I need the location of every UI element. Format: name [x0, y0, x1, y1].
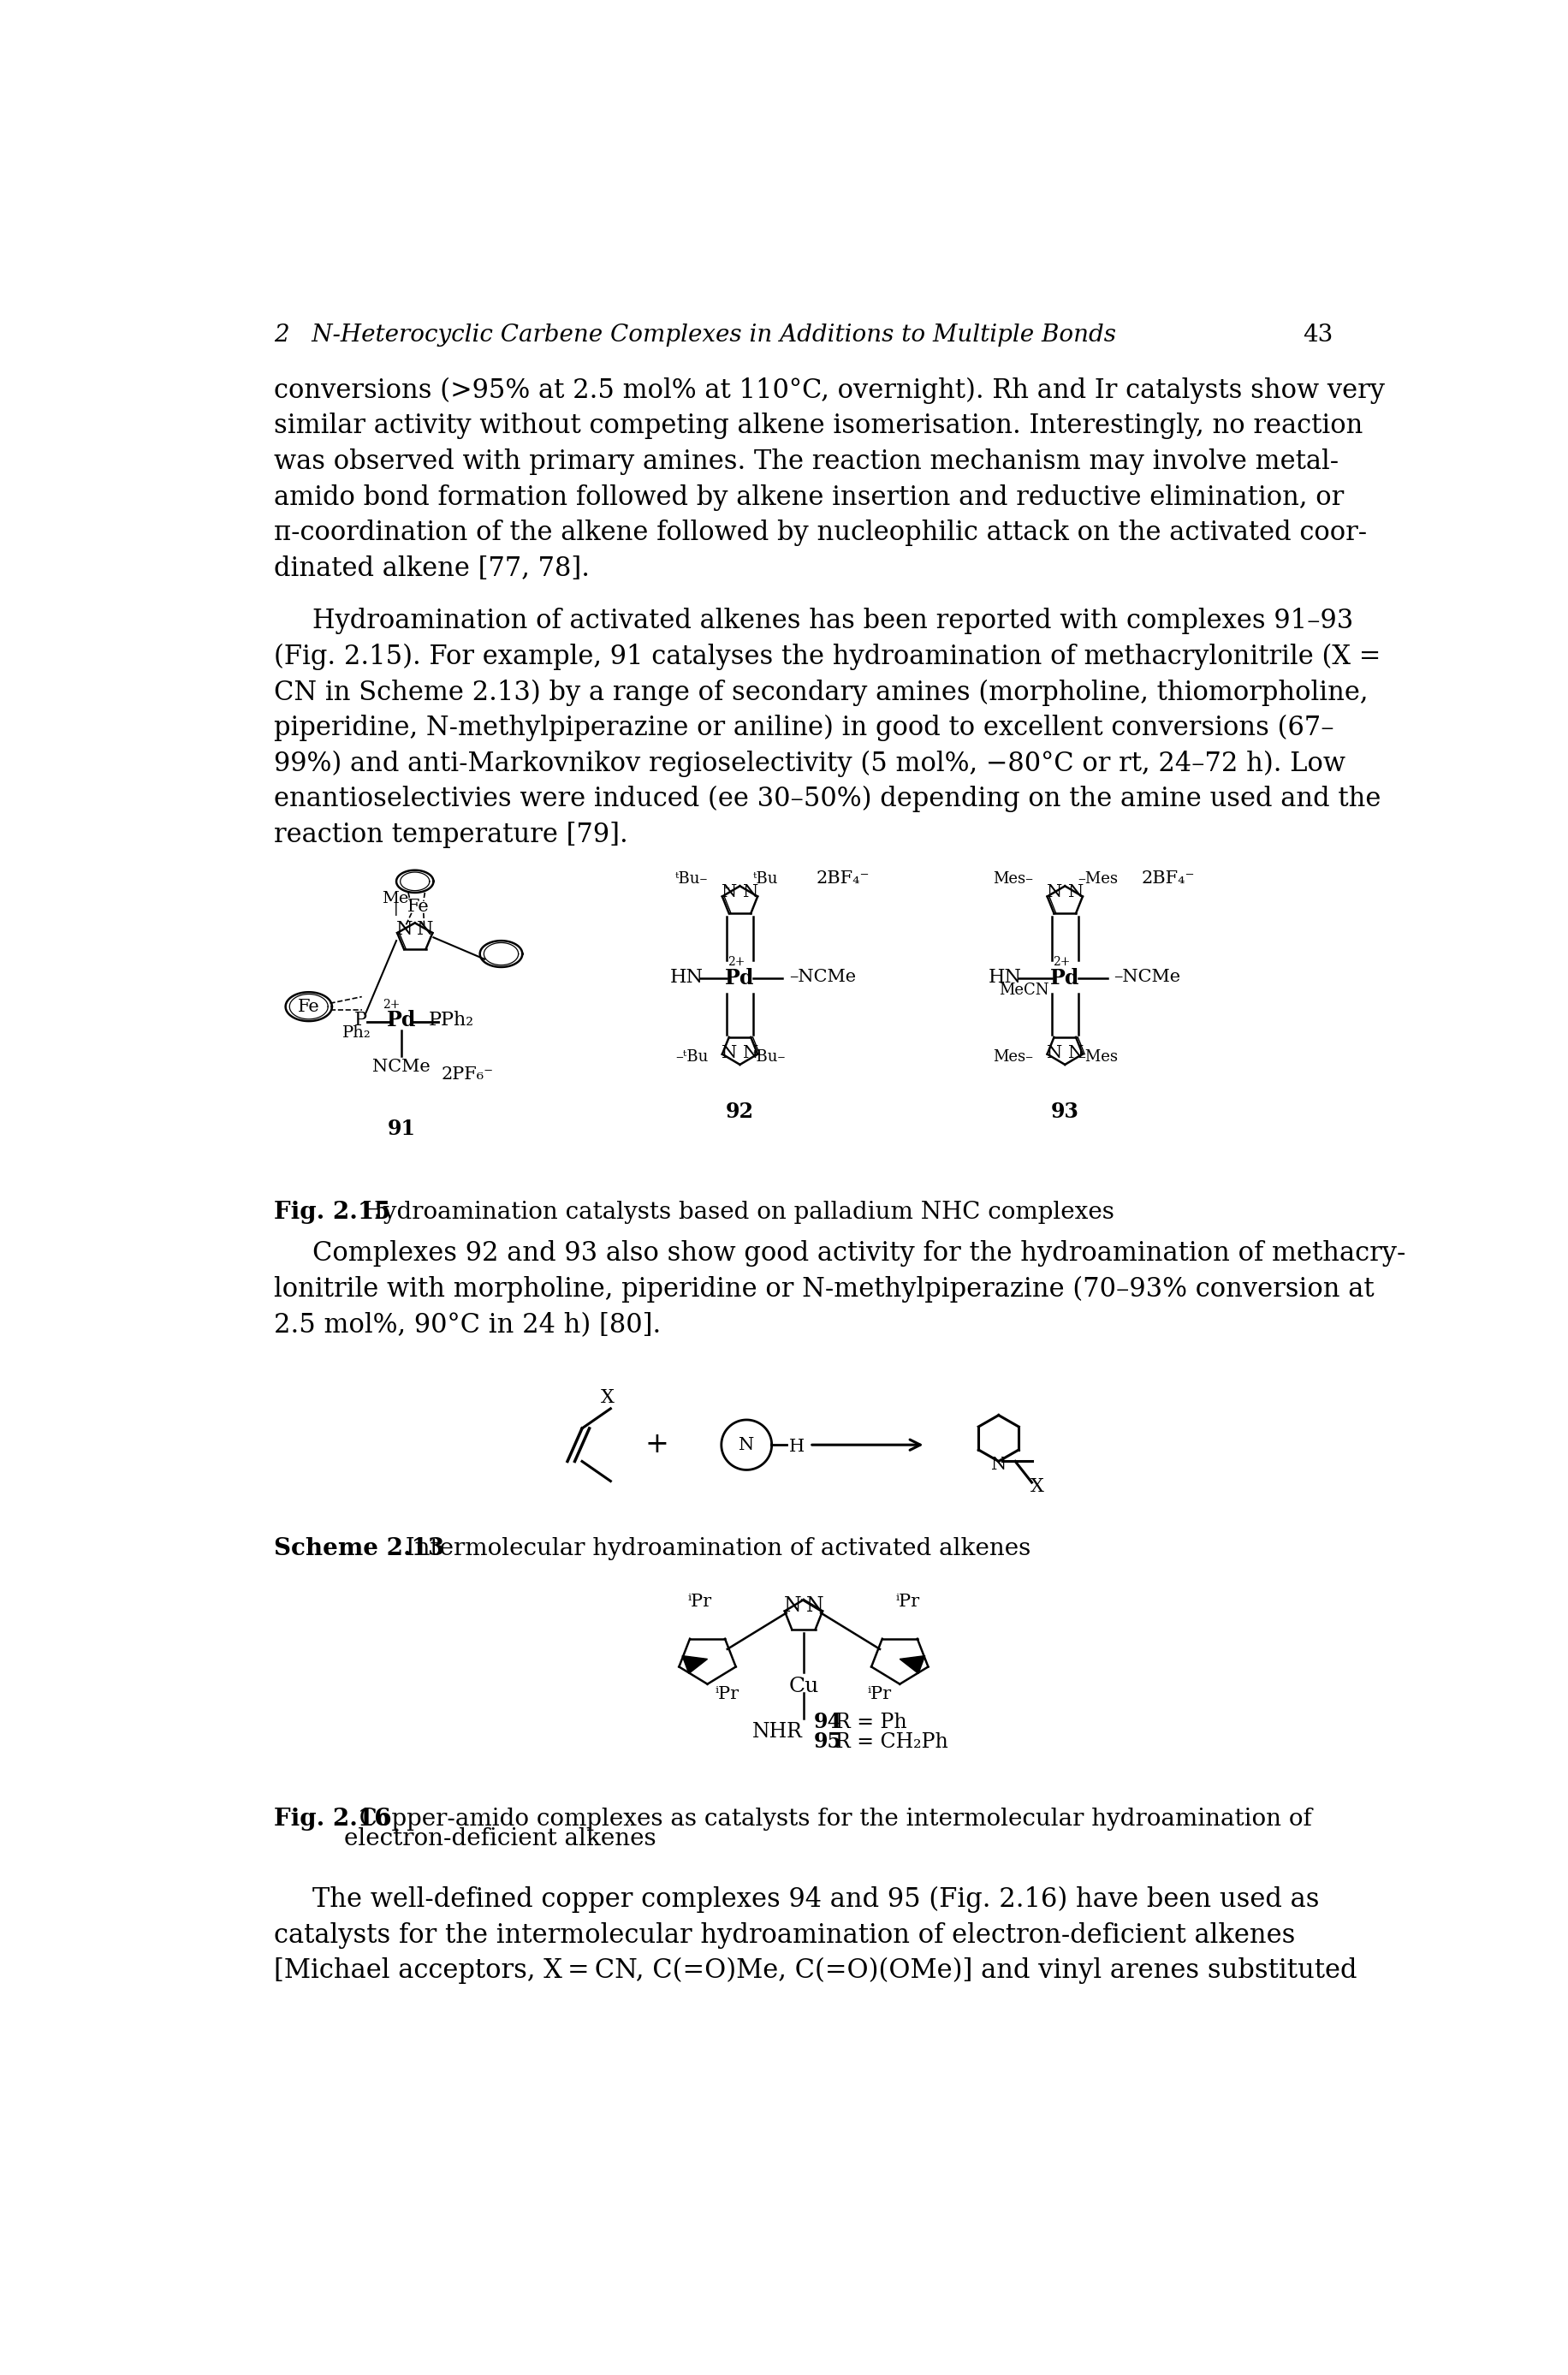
- Text: ⁱPr: ⁱPr: [687, 1594, 712, 1610]
- Text: CN in Scheme 2.13) by a range of secondary amines (morpholine, thiomorpholine,: CN in Scheme 2.13) by a range of seconda…: [274, 679, 1369, 705]
- Text: N: N: [1068, 884, 1083, 900]
- Text: N: N: [397, 919, 414, 938]
- Text: |: |: [394, 900, 398, 917]
- Text: was observed with primary amines. The reaction mechanism may involve metal-: was observed with primary amines. The re…: [274, 449, 1339, 475]
- Text: N: N: [721, 884, 737, 900]
- Text: N: N: [1046, 884, 1062, 900]
- Text: X: X: [601, 1387, 615, 1406]
- Text: HN: HN: [988, 967, 1022, 986]
- Text: Fig. 2.15: Fig. 2.15: [274, 1202, 390, 1223]
- Text: Pd: Pd: [387, 1009, 417, 1031]
- Text: Mes–: Mes–: [993, 872, 1033, 886]
- Text: –Mes: –Mes: [1079, 872, 1118, 886]
- Text: NHR: NHR: [753, 1722, 803, 1741]
- Text: 95: 95: [814, 1731, 842, 1753]
- Text: 2.5 mol%, 90°C in 24 h) [80].: 2.5 mol%, 90°C in 24 h) [80].: [274, 1311, 662, 1337]
- Text: –Mes: –Mes: [1079, 1050, 1118, 1064]
- Text: Pd: Pd: [726, 969, 754, 988]
- Text: –NCMe: –NCMe: [789, 969, 856, 986]
- Text: enantioselectivies were induced (ee 30–50%) depending on the amine used and the: enantioselectivies were induced (ee 30–5…: [274, 786, 1381, 812]
- Text: 93: 93: [1051, 1102, 1079, 1123]
- Text: N: N: [1046, 1045, 1062, 1062]
- Text: 2BF₄⁻: 2BF₄⁻: [817, 872, 870, 886]
- Text: Scheme 2.13: Scheme 2.13: [274, 1537, 445, 1560]
- Text: Complexes 92 and 93 also show good activity for the hydroamination of methacry-: Complexes 92 and 93 also show good activ…: [312, 1240, 1405, 1268]
- Text: N: N: [739, 1437, 754, 1454]
- Text: MeCN: MeCN: [999, 983, 1049, 998]
- Text: PPh₂: PPh₂: [428, 1009, 474, 1028]
- Text: P: P: [354, 1009, 367, 1028]
- Text: N: N: [743, 884, 759, 900]
- Text: ᵗBu–: ᵗBu–: [676, 872, 709, 886]
- Text: 2PF₆⁻: 2PF₆⁻: [442, 1066, 494, 1083]
- Text: Intermolecular hydroamination of activated alkenes: Intermolecular hydroamination of activat…: [390, 1537, 1030, 1560]
- Text: [Michael acceptors, X = CN, C(=O)Me, C(=O)(OMe)] and vinyl arenes substituted: [Michael acceptors, X = CN, C(=O)Me, C(=…: [274, 1957, 1358, 1983]
- Text: ⁱPr: ⁱPr: [867, 1686, 892, 1703]
- Text: H: H: [789, 1439, 804, 1456]
- Text: reaction temperature [79].: reaction temperature [79].: [274, 822, 629, 848]
- Text: (Fig. 2.15). For example, 91 catalyses the hydroamination of methacrylonitrile (: (Fig. 2.15). For example, 91 catalyses t…: [274, 644, 1381, 670]
- Polygon shape: [900, 1655, 925, 1674]
- Text: conversions (>95% at 2.5 mol% at 110°C, overnight). Rh and Ir catalysts show ver: conversions (>95% at 2.5 mol% at 110°C, …: [274, 378, 1385, 404]
- Text: 2BF₄⁻: 2BF₄⁻: [1142, 872, 1195, 886]
- Text: Copper-amido complexes as catalysts for the intermolecular hydroamination of: Copper-amido complexes as catalysts for …: [343, 1807, 1312, 1831]
- Text: +: +: [644, 1432, 670, 1458]
- Text: Me: Me: [381, 891, 408, 907]
- Text: amido bond formation followed by alkene insertion and reductive elimination, or: amido bond formation followed by alkene …: [274, 484, 1344, 511]
- Text: lonitrile with morpholine, piperidine or N-methylpiperazine (70–93% conversion a: lonitrile with morpholine, piperidine or…: [274, 1275, 1375, 1304]
- Text: R = Ph: R = Ph: [836, 1712, 906, 1731]
- Text: ᵗBu: ᵗBu: [753, 872, 778, 886]
- Text: Cu: Cu: [789, 1677, 818, 1696]
- Text: 92: 92: [726, 1102, 754, 1123]
- Text: Hydroamination catalysts based on palladium NHC complexes: Hydroamination catalysts based on pallad…: [347, 1202, 1113, 1223]
- Polygon shape: [682, 1655, 707, 1674]
- Text: Hydroamination of activated alkenes has been reported with complexes 91–93: Hydroamination of activated alkenes has …: [312, 608, 1353, 634]
- Text: Fe: Fe: [298, 998, 320, 1014]
- Text: 2+: 2+: [383, 998, 400, 1009]
- Text: X: X: [1030, 1477, 1044, 1496]
- Text: Pd: Pd: [1051, 969, 1080, 988]
- Text: ⁱPr: ⁱPr: [715, 1686, 740, 1703]
- Text: 43: 43: [1303, 323, 1333, 347]
- Text: N: N: [991, 1456, 1007, 1472]
- Text: Fig. 2.16: Fig. 2.16: [274, 1807, 390, 1831]
- Text: R = CH₂Ph: R = CH₂Ph: [836, 1734, 949, 1753]
- Text: HN: HN: [670, 967, 704, 986]
- Text: Mes–: Mes–: [993, 1050, 1033, 1064]
- Text: 2   N-Heterocyclic Carbene Complexes in Additions to Multiple Bonds: 2 N-Heterocyclic Carbene Complexes in Ad…: [274, 323, 1116, 347]
- Text: 2+: 2+: [728, 955, 745, 967]
- Text: ᵗBu–: ᵗBu–: [753, 1050, 786, 1064]
- Text: 2+: 2+: [1052, 955, 1071, 967]
- Text: π-coordination of the alkene followed by nucleophilic attack on the activated co: π-coordination of the alkene followed by…: [274, 520, 1367, 546]
- Text: N: N: [784, 1596, 801, 1615]
- Text: N: N: [1068, 1045, 1083, 1062]
- Text: Fe: Fe: [408, 898, 430, 914]
- Text: piperidine, N-methylpiperazine or aniline) in good to excellent conversions (67–: piperidine, N-methylpiperazine or anilin…: [274, 715, 1334, 741]
- Text: Ph₂: Ph₂: [342, 1026, 372, 1040]
- Text: N: N: [721, 1045, 737, 1062]
- Text: N: N: [743, 1045, 759, 1062]
- Text: dinated alkene [77, 78].: dinated alkene [77, 78].: [274, 556, 590, 582]
- Text: –NCMe: –NCMe: [1113, 969, 1181, 986]
- Text: The well-defined copper complexes 94 and 95 (Fig. 2.16) have been used as: The well-defined copper complexes 94 and…: [312, 1886, 1319, 1914]
- Text: ⁱPr: ⁱPr: [895, 1594, 920, 1610]
- Text: N: N: [806, 1596, 823, 1615]
- Text: –ᵗBu: –ᵗBu: [676, 1050, 709, 1064]
- Text: similar activity without competing alkene isomerisation. Interestingly, no react: similar activity without competing alken…: [274, 413, 1363, 439]
- Text: NCMe: NCMe: [373, 1059, 431, 1076]
- Text: 91: 91: [387, 1119, 416, 1138]
- Text: catalysts for the intermolecular hydroamination of electron-deficient alkenes: catalysts for the intermolecular hydroam…: [274, 1921, 1295, 1948]
- Text: 99%) and anti-Markovnikov regioselectivity (5 mol%, −80°C or rt, 24–72 h). Low: 99%) and anti-Markovnikov regioselectivi…: [274, 750, 1345, 777]
- Text: N: N: [417, 919, 433, 938]
- Text: –: –: [723, 881, 729, 893]
- Text: 94: 94: [814, 1712, 842, 1731]
- Text: electron-deficient alkenes: electron-deficient alkenes: [343, 1826, 655, 1850]
